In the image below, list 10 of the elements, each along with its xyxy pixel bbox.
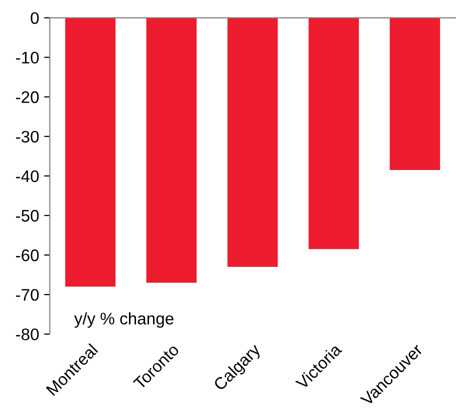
- y-tick-label: -30: [16, 130, 39, 143]
- annotation: y/y % change: [74, 312, 174, 328]
- y-tick-label: -80: [16, 328, 39, 340]
- y-tick-label: -60: [16, 249, 39, 262]
- y-tick-label: 0: [30, 12, 39, 24]
- y-tick-label: -70: [16, 288, 39, 301]
- y-tick-label: -20: [16, 91, 39, 104]
- y-tick-label: -10: [16, 52, 39, 64]
- y-tick-label: -40: [16, 170, 39, 182]
- y-tick-label: -50: [16, 210, 39, 222]
